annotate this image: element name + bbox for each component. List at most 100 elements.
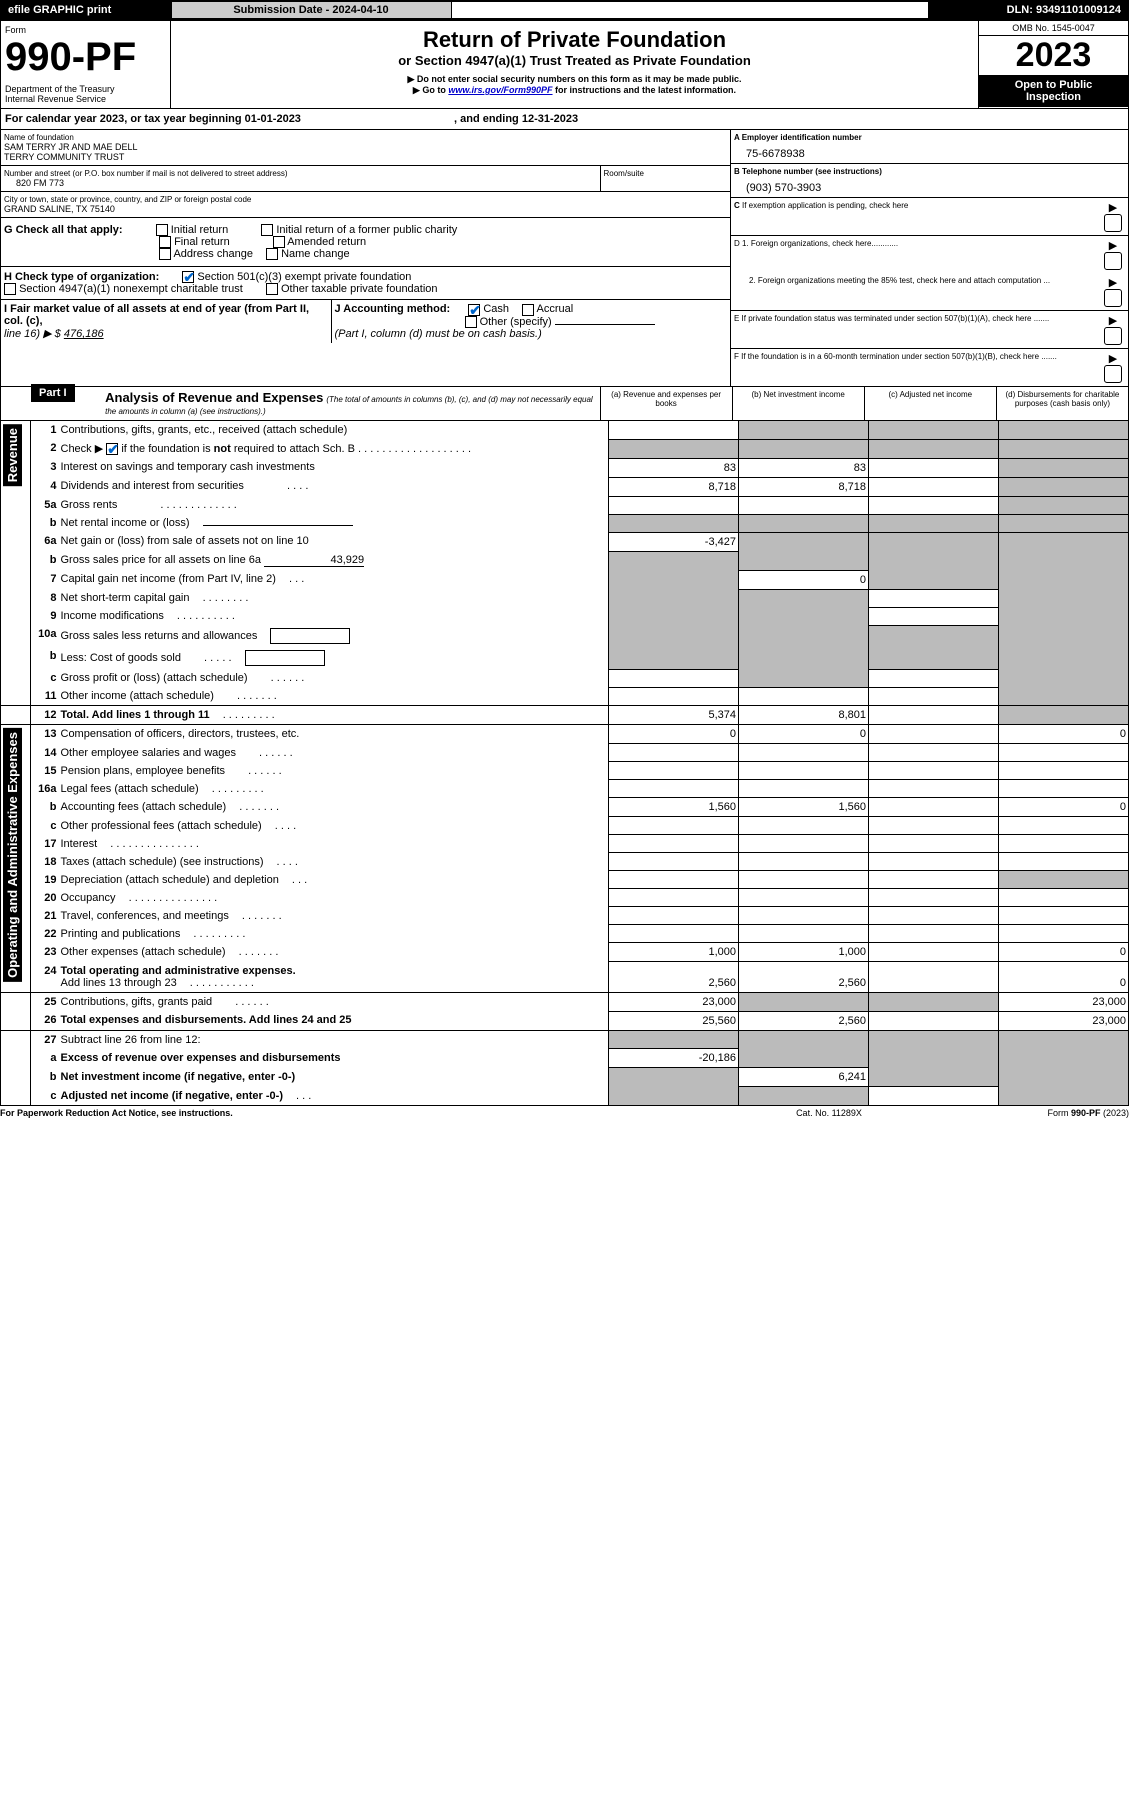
c-checkbox[interactable] (1104, 214, 1122, 232)
g-amended: Amended return (287, 236, 366, 248)
cash-checkbox[interactable] (468, 304, 480, 316)
initial-former-checkbox[interactable] (261, 224, 273, 236)
expenses-side-label: Operating and Administrative Expenses (3, 728, 22, 982)
form-title: Return of Private Foundation (177, 27, 972, 53)
dept: Department of the Treasury (5, 84, 166, 94)
note2-tail: for instructions and the latest informat… (553, 85, 737, 95)
row-desc: Net short-term capital gain (61, 592, 190, 604)
form-label: Form (5, 25, 166, 35)
topbar: efile GRAPHIC print Submission Date - 20… (0, 0, 1129, 20)
dots: . . . . . . . . . . . . . . . (129, 892, 218, 904)
501c3-checkbox[interactable] (182, 271, 194, 283)
row-desc2: if the foundation is not required to att… (121, 443, 355, 455)
dln: DLN: 93491101009124 (1007, 4, 1121, 16)
row-num: 2 (31, 439, 59, 458)
row-desc2: Add lines 13 through 23 (61, 977, 177, 989)
val-a: 5,374 (609, 706, 739, 725)
row-num: 18 (31, 853, 59, 871)
val-d: 0 (999, 962, 1129, 993)
accrual-checkbox[interactable] (522, 304, 534, 316)
j-note: (Part I, column (d) must be on cash basi… (335, 328, 542, 340)
row-num: c (31, 669, 59, 687)
cal-end: 12-31-2023 (522, 113, 578, 125)
row-desc: Adjusted net income (if negative, enter … (61, 1090, 283, 1102)
dots: . . . . . . (271, 672, 305, 684)
form-header: Form 990-PF Department of the Treasury I… (0, 20, 1129, 109)
h-label: H Check type of organization: (4, 271, 159, 283)
dots: . . . . . . . (239, 946, 279, 958)
row-num: 24 (31, 962, 59, 993)
val-b: 83 (739, 458, 869, 477)
revenue-side-label: Revenue (3, 424, 22, 486)
val-a: 25,560 (609, 1011, 739, 1030)
row-num: 26 (31, 1011, 59, 1030)
name-change-checkbox[interactable] (266, 248, 278, 260)
schb-checkbox[interactable] (106, 443, 118, 455)
a-value: 75-6678938 (734, 142, 1125, 160)
row-desc: Dividends and interest from securities (61, 480, 244, 492)
j-label: J Accounting method: (335, 303, 451, 315)
row-num: 4 (31, 477, 59, 496)
submission-date: Submission Date - 2024-04-10 (233, 4, 388, 16)
col-a: (a) Revenue and expenses per books (600, 387, 732, 421)
g-name: Name change (281, 248, 350, 260)
addr-label: Number and street (or P.O. box number if… (4, 169, 597, 178)
dots: . . . . . . . . . . . . . (160, 499, 236, 511)
expenses-table: Operating and Administrative Expenses 13… (0, 725, 1129, 1106)
4947-checkbox[interactable] (4, 283, 16, 295)
i-label2: line 16) ▶ $ (4, 328, 61, 340)
e-checkbox[interactable] (1104, 327, 1122, 345)
row-desc: Accounting fees (attach schedule) (61, 801, 227, 813)
address-change-checkbox[interactable] (159, 248, 171, 260)
footer-mid: Cat. No. 11289X (729, 1108, 929, 1118)
other-method-checkbox[interactable] (465, 316, 477, 328)
val-b: 2,560 (739, 962, 869, 993)
val-a: 2,560 (609, 962, 739, 993)
g-initial: Initial return (171, 224, 228, 236)
val-d: 0 (999, 725, 1129, 744)
row-num: 16a (31, 780, 59, 798)
d2-checkbox[interactable] (1104, 289, 1122, 307)
g-initial-former: Initial return of a former public charit… (276, 224, 457, 236)
val-b: 8,718 (739, 477, 869, 496)
f-checkbox[interactable] (1104, 365, 1122, 383)
form990pf-link[interactable]: www.irs.gov/Form990PF (448, 85, 552, 95)
row-desc: Total operating and administrative expen… (61, 965, 296, 977)
val-a: 1,000 (609, 943, 739, 962)
c-text: If exemption application is pending, che… (742, 201, 908, 210)
val-b: 8,801 (739, 706, 869, 725)
dots: . . . (289, 573, 304, 585)
row-desc: Capital gain net income (from Part IV, l… (61, 573, 276, 585)
other-taxable-checkbox[interactable] (266, 283, 278, 295)
row-num: b (31, 514, 59, 532)
val-a: -3,427 (609, 532, 739, 551)
d1-checkbox[interactable] (1104, 252, 1122, 270)
val-d: 23,000 (999, 992, 1129, 1011)
d2-label: 2. Foreign organizations meeting the 85%… (731, 273, 1098, 311)
row-desc: Compensation of officers, directors, tru… (59, 725, 609, 744)
row-desc: Other employee salaries and wages (61, 747, 236, 759)
val-a: 23,000 (609, 992, 739, 1011)
dots: . . . . (277, 856, 298, 868)
dots: . . . . . . . (242, 910, 282, 922)
f-label: F If the foundation is in a 60-month ter… (731, 349, 1098, 387)
row-num: 21 (31, 907, 59, 925)
row-num: 19 (31, 871, 59, 889)
val-a: 0 (609, 725, 739, 744)
row-desc: Subtract line 26 from line 12: (59, 1030, 609, 1049)
foundation-name2: TERRY COMMUNITY TRUST (4, 152, 727, 162)
final-return-checkbox[interactable] (159, 236, 171, 248)
amended-return-checkbox[interactable] (273, 236, 285, 248)
dots: . . . . . . . . . (193, 928, 245, 940)
a-label: A Employer identification number (734, 133, 1125, 142)
val-b: 0 (739, 725, 869, 744)
col-c: (c) Adjusted net income (864, 387, 996, 421)
row-num: 8 (31, 589, 59, 607)
val-a: -20,186 (609, 1049, 739, 1068)
city-label: City or town, state or province, country… (4, 195, 727, 204)
dots: . . . . . . (259, 747, 293, 759)
row-desc: Gross rents (61, 499, 118, 511)
row-desc: Income modifications (61, 610, 164, 622)
dots: . . . . . . . . . . . . . . . (110, 838, 199, 850)
initial-return-checkbox[interactable] (156, 224, 168, 236)
